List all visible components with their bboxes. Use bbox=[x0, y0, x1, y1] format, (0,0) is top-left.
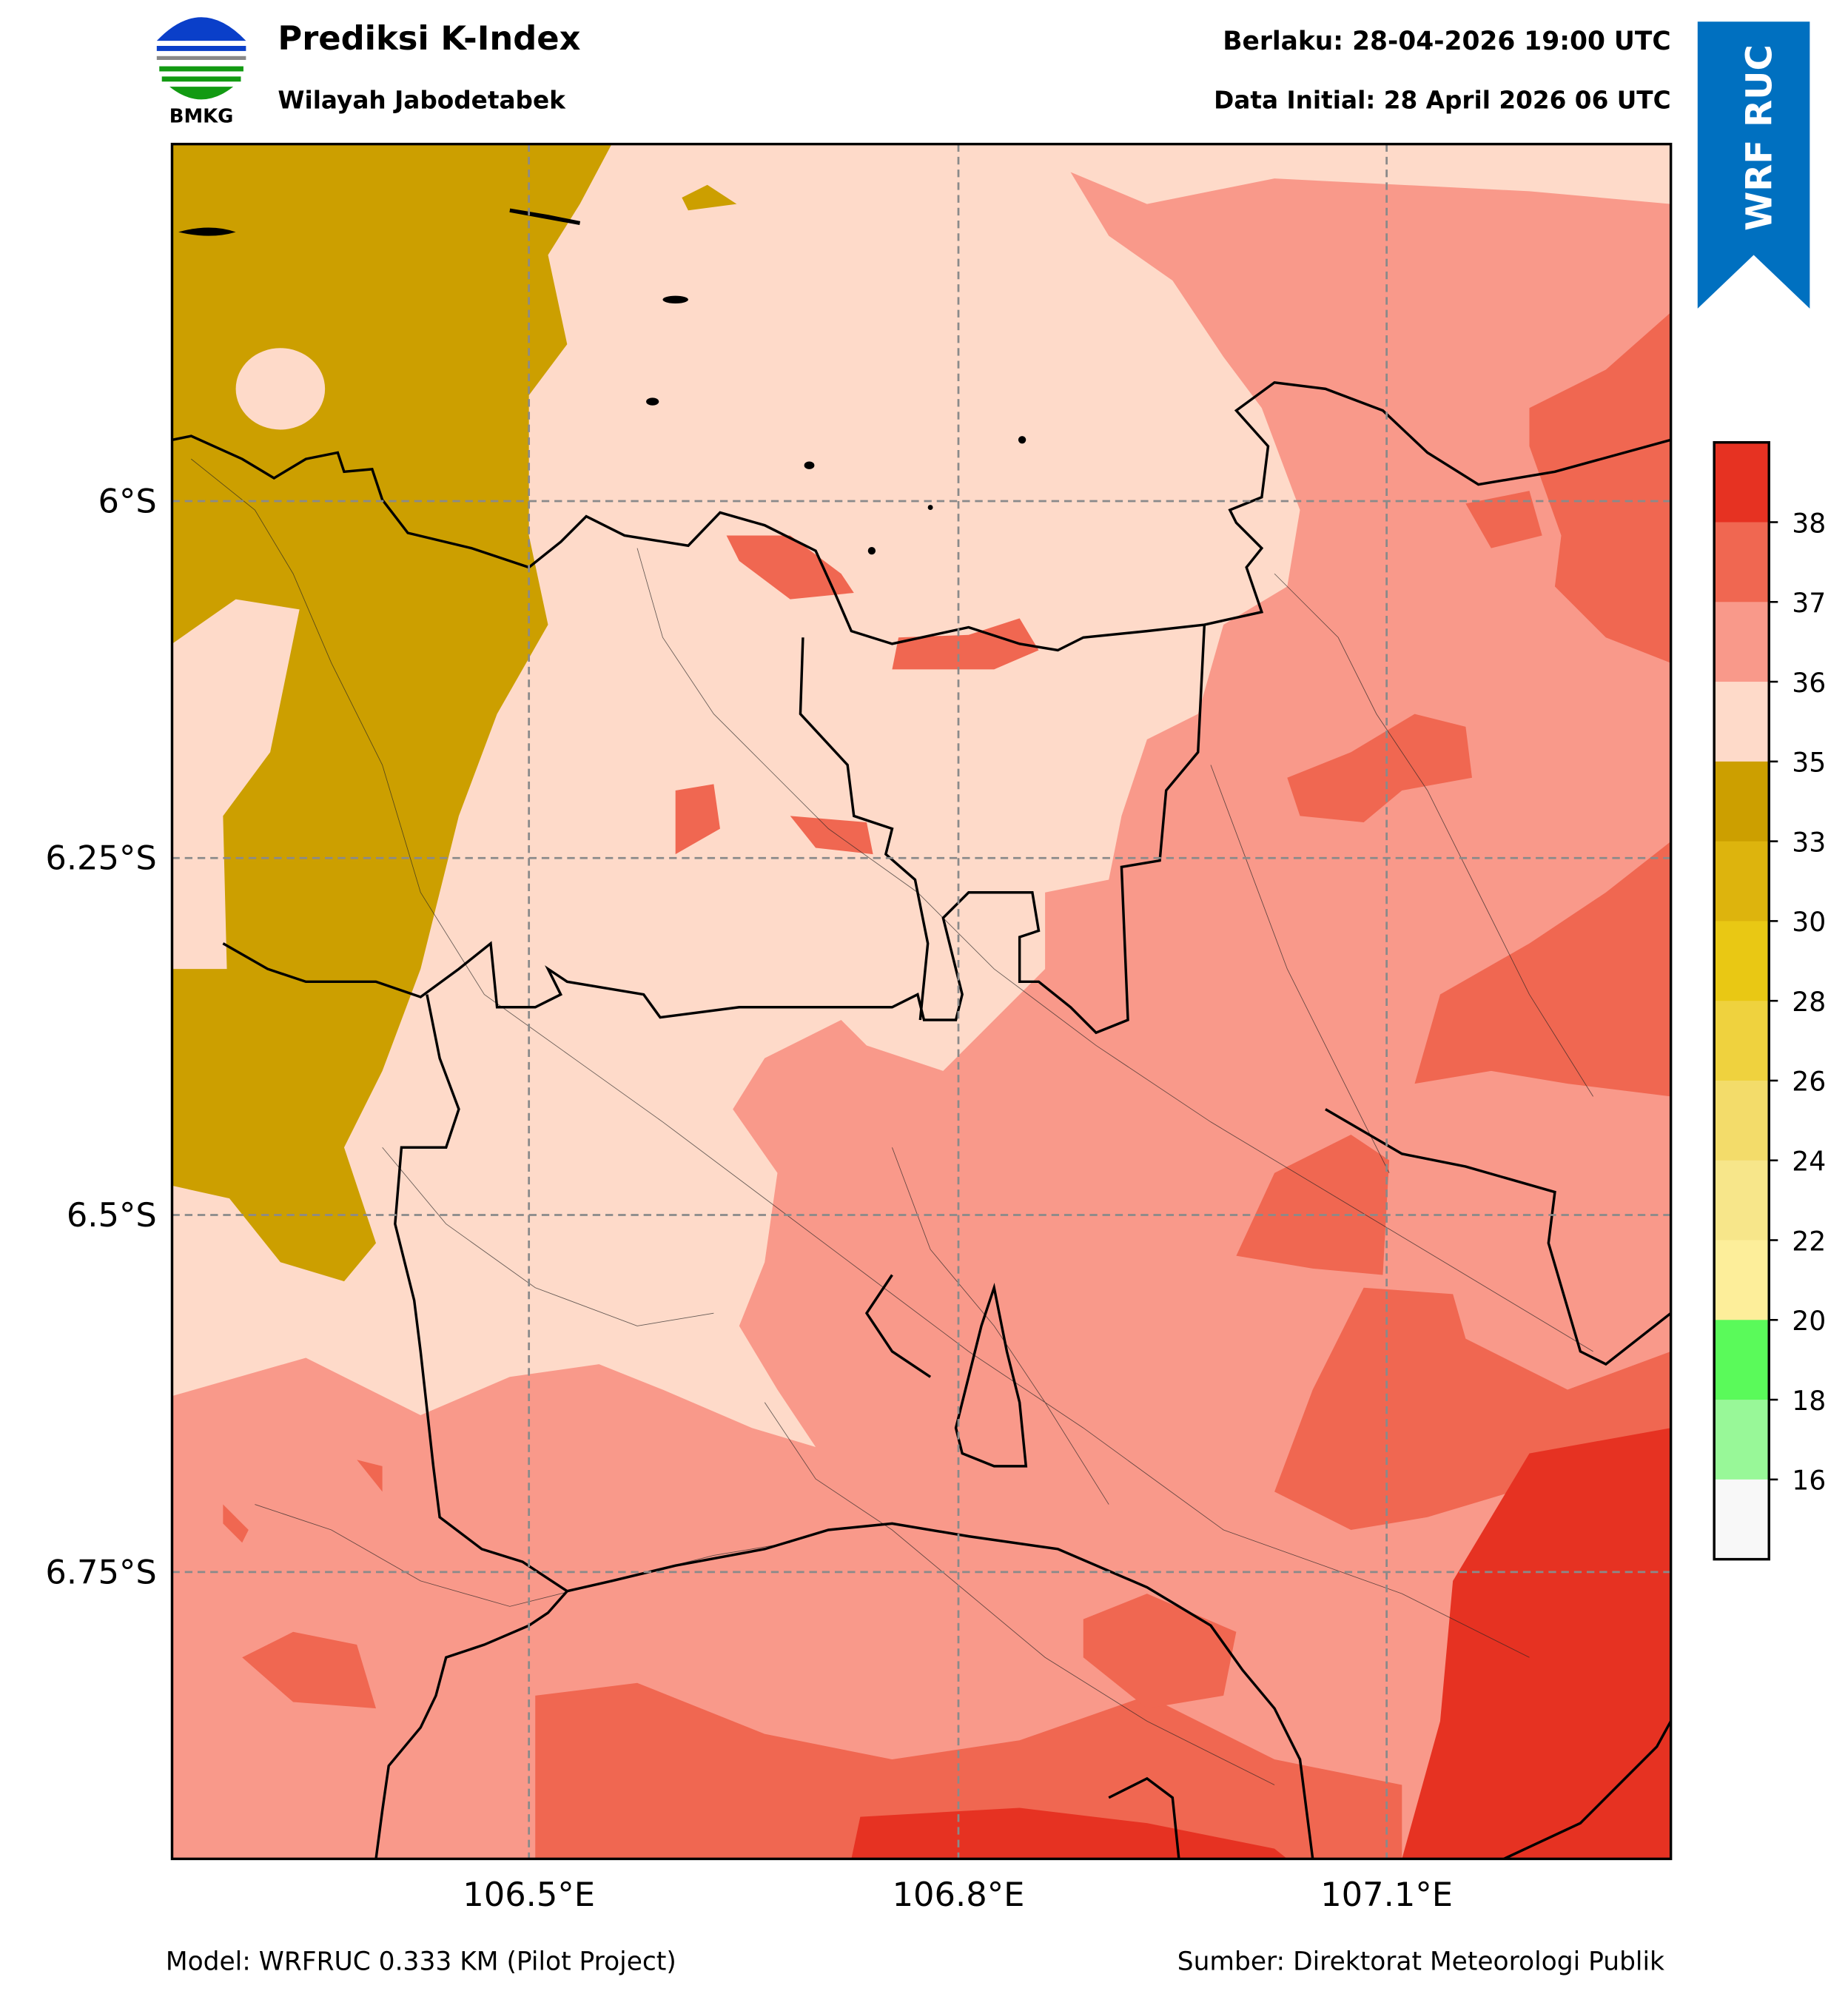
lat-tick-label: 6.5°S bbox=[67, 1195, 157, 1235]
colorbar-segment bbox=[1714, 1160, 1770, 1241]
logo-text: BMKG bbox=[169, 105, 234, 127]
district-boundaries bbox=[191, 458, 1593, 1785]
map-subtitle: Wilayah Jabodetabek bbox=[278, 86, 566, 114]
ribbon-label: WRF RUC bbox=[1739, 44, 1781, 231]
lon-tick-label: 106.8°E bbox=[893, 1875, 1025, 1914]
colorbar-tick-label: 37 bbox=[1792, 587, 1826, 619]
lat-tick-label: 6.75°S bbox=[45, 1552, 156, 1591]
colorbar-segment bbox=[1714, 602, 1770, 682]
colorbar-tick-label: 16 bbox=[1792, 1465, 1826, 1497]
map-area bbox=[172, 144, 1671, 1859]
colorbar-segment bbox=[1714, 1080, 1770, 1161]
bmkg-logo: BMKG bbox=[156, 17, 246, 127]
colorbar-tick-label: 26 bbox=[1792, 1066, 1826, 1098]
colorbar-segment bbox=[1714, 1320, 1770, 1400]
lat-tick-label: 6°S bbox=[98, 481, 157, 520]
map-title: Prediksi K-Index bbox=[278, 19, 580, 58]
colorbar-segment bbox=[1714, 1240, 1770, 1321]
lon-tick-label: 106.5°E bbox=[463, 1875, 595, 1914]
colorbar-segment bbox=[1714, 1400, 1770, 1480]
lon-tick-label: 107.1°E bbox=[1320, 1875, 1453, 1914]
colorbar-segment bbox=[1714, 442, 1770, 523]
colorbar-tick-label: 22 bbox=[1792, 1225, 1826, 1257]
colorbar-tick-label: 35 bbox=[1792, 747, 1826, 779]
wrf-ruc-ribbon: WRF RUC bbox=[1697, 21, 1810, 309]
init-time: Data Initial: 28 April 2026 06 UTC bbox=[1214, 86, 1670, 114]
colorbar-tick-label: 30 bbox=[1792, 906, 1826, 938]
colorbar-tick-label: 28 bbox=[1792, 986, 1826, 1018]
kindex-37-38-field bbox=[223, 312, 1671, 1859]
colorbar-tick-label: 24 bbox=[1792, 1146, 1826, 1178]
admin-boundaries bbox=[172, 380, 1671, 1859]
colorbar-tick-label: 33 bbox=[1792, 826, 1826, 858]
valid-time: Berlaku: 28-04-2026 19:00 UTC bbox=[1223, 27, 1670, 56]
colorbar-segment bbox=[1714, 522, 1770, 603]
colorbar-segment bbox=[1714, 841, 1770, 922]
colorbar-segment bbox=[1714, 682, 1770, 762]
kindex-35-36-field bbox=[172, 144, 1671, 1448]
map-frame bbox=[170, 142, 1673, 1861]
colorbar-tick-label: 38 bbox=[1792, 507, 1826, 539]
source-note: Sumber: Direktorat Meteorologi Publik bbox=[1177, 1947, 1664, 1976]
lat-tick-label: 6.25°S bbox=[45, 839, 156, 878]
colorbar-segment bbox=[1714, 921, 1770, 1002]
colorbar-tick-label: 36 bbox=[1792, 667, 1826, 699]
colorbar-segment bbox=[1714, 761, 1770, 842]
model-note: Model: WRFRUC 0.333 KM (Pilot Project) bbox=[166, 1947, 676, 1976]
colorbar-segment bbox=[1714, 1479, 1770, 1560]
colorbar-segment bbox=[1714, 1001, 1770, 1081]
graticule bbox=[172, 144, 1671, 1859]
colorbar-tick-label: 20 bbox=[1792, 1305, 1826, 1337]
colorbar-tick-label: 18 bbox=[1792, 1385, 1826, 1417]
colorbar: 38 37 36 35 33 30 28 26 24 22 20 18 16 bbox=[1713, 440, 1826, 1561]
